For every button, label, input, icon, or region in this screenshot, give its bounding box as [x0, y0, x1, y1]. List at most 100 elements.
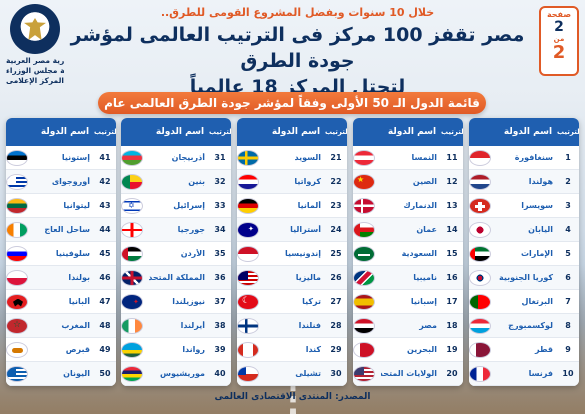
country-name: سويسرا [521, 201, 553, 210]
flag-icon-rw [121, 341, 143, 358]
rank-header: الترتيب [325, 128, 347, 136]
rank-number: 25 [330, 249, 342, 258]
table-row: بنين 32 [121, 170, 231, 194]
country-name: ناميبيا [413, 273, 437, 282]
flag-icon-pl [6, 269, 28, 286]
flag-icon-ca [237, 341, 259, 358]
country-name: أيرلندا [180, 321, 205, 330]
table-row: عمان 14 [353, 218, 463, 242]
flag-icon-mu [121, 365, 143, 382]
flag-icon-fi [237, 317, 259, 334]
emblem-caption: جمهورية مصر العربية رئاسة مجلس الوزراء ا… [6, 56, 64, 86]
flag-icon-ee [6, 149, 28, 166]
table-row: ألبانيا 47 [6, 290, 116, 314]
table-row: إسبانيا 17 [353, 290, 463, 314]
flag-icon-fr [469, 365, 491, 382]
rank-number: 1 [565, 153, 571, 162]
table-row: كرواتيا 22 [237, 170, 347, 194]
rank-number: 2 [565, 177, 571, 186]
rank-number: 19 [446, 345, 458, 354]
table-row: الصين 12 [353, 170, 463, 194]
rank-number: 20 [446, 369, 458, 378]
country-name: بنين [188, 177, 205, 186]
table-row: ماليزيا 26 [237, 266, 347, 290]
rank-number: 22 [330, 177, 342, 186]
rank-number: 21 [330, 153, 342, 162]
country-header: اسم الدولة [503, 127, 553, 137]
table-row: البحرين 19 [353, 338, 463, 362]
rank-number: 12 [446, 177, 458, 186]
flag-icon-tr [237, 293, 259, 310]
page-total: 2 [552, 42, 566, 63]
country-name: البرتغال [521, 297, 553, 306]
flag-icon-gb [121, 269, 143, 286]
country-name: ليتوانيا [63, 201, 90, 210]
country-name: لوكسمبورج [508, 321, 553, 330]
table-row: الأردن 35 [121, 242, 231, 266]
flag-icon-bj [121, 173, 143, 190]
table-row: سلوفينيا 45 [6, 242, 116, 266]
flag-icon-ie [121, 317, 143, 334]
flag-icon-sa [353, 245, 375, 262]
rank-number: 3 [565, 201, 571, 210]
country-name: ألبانيا [68, 297, 90, 306]
rank-number: 34 [214, 225, 226, 234]
page-current: 2 [554, 19, 564, 35]
emblem-line: جمهورية مصر العربية [6, 56, 64, 65]
country-name: إستونيا [61, 153, 90, 162]
rank-number: 15 [446, 249, 458, 258]
table-row: قطر 9 [469, 338, 579, 362]
flag-icon-nl [469, 173, 491, 190]
country-header: اسم الدولة [155, 127, 205, 137]
flag-icon-cn [353, 173, 375, 190]
flag-icon-il [121, 197, 143, 214]
country-name: السويد [294, 153, 321, 162]
rank-header: الترتيب [94, 128, 116, 136]
rank-number: 32 [214, 177, 226, 186]
title-block: خلال 10 سنوات وبفضل المشروع القومى للطرق… [70, 6, 525, 100]
table-row: اليونان 50 [6, 362, 116, 386]
table-row: أوروجواى 42 [6, 170, 116, 194]
country-name: رواندا [182, 345, 205, 354]
country-name: الصين [412, 177, 437, 186]
table-row: هولندا 2 [469, 170, 579, 194]
country-name: المملكة المتحدة [149, 273, 205, 282]
rank-number: 45 [99, 249, 111, 258]
page-number-badge: صفحة 2 من 2 [539, 6, 579, 76]
rank-number: 27 [330, 297, 342, 306]
rank-number: 41 [99, 153, 111, 162]
table-row: مصر 18 [353, 314, 463, 338]
table-row: المغرب 48 [6, 314, 116, 338]
flag-icon-ge [121, 221, 143, 238]
country-name: عمان [416, 225, 437, 234]
flag-icon-ma [6, 317, 28, 334]
table-row: تركيا 27 [237, 290, 347, 314]
column-header: اسم الدولة الترتيب [469, 118, 579, 146]
flag-icon-de [237, 197, 259, 214]
rank-number: 26 [330, 273, 342, 282]
page-of: من [553, 35, 565, 43]
rank-number: 24 [330, 225, 342, 234]
country-name: أذربيجان [171, 153, 205, 162]
list-banner: قائمة الدول الـ 50 الأولى وفقاً لمؤشر جو… [98, 92, 486, 132]
rank-number: 9 [565, 345, 571, 354]
flag-icon-ae [469, 245, 491, 262]
rank-number: 8 [565, 321, 571, 330]
country-name: كرواتيا [294, 177, 321, 186]
ranking-column: اسم الدولة الترتيب السويد 21 كرواتيا 22 ألماني… [237, 118, 347, 386]
flag-icon-ci [6, 221, 28, 238]
table-row: أستراليا 24 [237, 218, 347, 242]
rank-number: 47 [99, 297, 111, 306]
flag-icon-es [353, 293, 375, 310]
rank-number: 30 [330, 369, 342, 378]
flag-icon-qa [469, 341, 491, 358]
rank-number: 29 [330, 345, 342, 354]
column-header: اسم الدولة الترتيب [121, 118, 231, 146]
emblem-line: المركز الإعلامى [6, 76, 64, 85]
table-row: السعودية 15 [353, 242, 463, 266]
table-row: سويسرا 3 [469, 194, 579, 218]
country-name: الدنمارك [403, 201, 437, 210]
country-name: تشيلى [295, 369, 321, 378]
country-name: موريشيوس [159, 369, 205, 378]
country-name: جورجيا [177, 225, 205, 234]
